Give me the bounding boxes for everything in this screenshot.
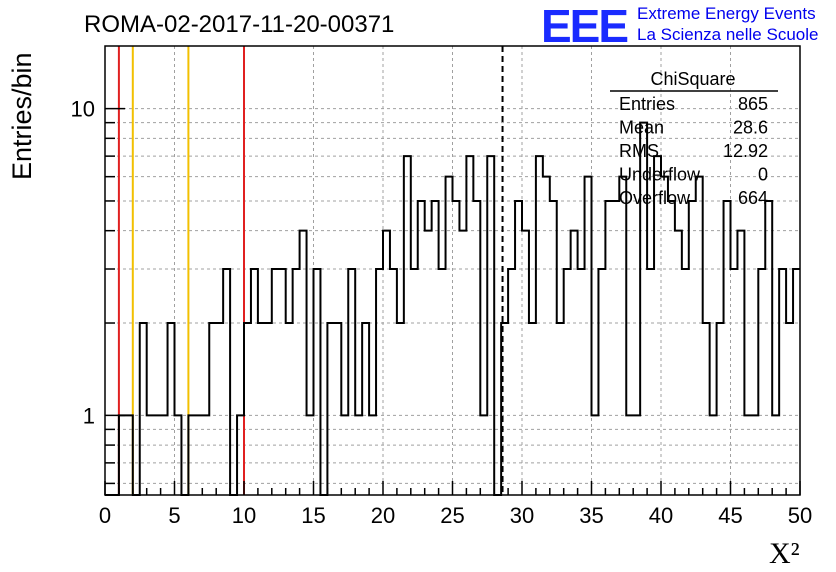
stats-row-label: Underflow (619, 165, 701, 185)
stats-box-title: ChiSquare (650, 69, 735, 89)
eee-logo-mark: EEE (541, 0, 627, 52)
axis-ticks (104, 107, 801, 495)
x-tick-label: 0 (99, 503, 111, 528)
eee-logo-line1: Extreme Energy Events (637, 4, 816, 23)
stats-row-value: 0 (758, 165, 768, 185)
stats-box-rows: Entries 865 Mean 28.6 RMS 12.92 Underflow 0 Over… (619, 94, 768, 208)
x-tick-label: 50 (788, 503, 812, 528)
stats-row-value: 12.92 (723, 141, 768, 161)
x-tick-label: 35 (579, 503, 603, 528)
histogram-outline (105, 121, 800, 496)
y-tick-label: 1 (83, 403, 95, 428)
x-tick-label: 20 (371, 503, 395, 528)
x-tick-label: 15 (301, 503, 325, 528)
x-tick-label: 40 (649, 503, 673, 528)
stats-row-label: Mean (619, 118, 664, 138)
stats-row-label: Overflow (619, 188, 691, 208)
x-axis-label: X² (769, 537, 800, 570)
stats-row-value: 664 (738, 188, 768, 208)
y-tick-label: 10 (71, 97, 95, 122)
x-tick-label: 5 (168, 503, 180, 528)
chart-title: ROMA-02-2017-11-20-00371 (84, 11, 394, 38)
y-tick-labels: 1 10 (71, 97, 95, 429)
x-tick-label: 45 (718, 503, 742, 528)
x-tick-label: 10 (232, 503, 256, 528)
y-axis-label: Entries/bin (7, 52, 37, 180)
x-tick-labels: 0 5 10 15 20 25 30 35 40 45 50 (99, 503, 812, 528)
stats-row-label: RMS (619, 141, 659, 161)
eee-logo: EEE Extreme Energy Events La Scienza nel… (541, 0, 818, 52)
stats-box: ChiSquare Entries 865 Mean 28.6 RMS 12.92 Unde… (610, 69, 778, 208)
stats-row-label: Entries (619, 94, 675, 114)
eee-logo-line2: La Scienza nelle Scuole (637, 25, 818, 44)
x-tick-label: 30 (510, 503, 534, 528)
stats-row-value: 28.6 (733, 118, 768, 138)
stats-row-value: 865 (738, 94, 768, 114)
x-tick-label: 25 (440, 503, 464, 528)
